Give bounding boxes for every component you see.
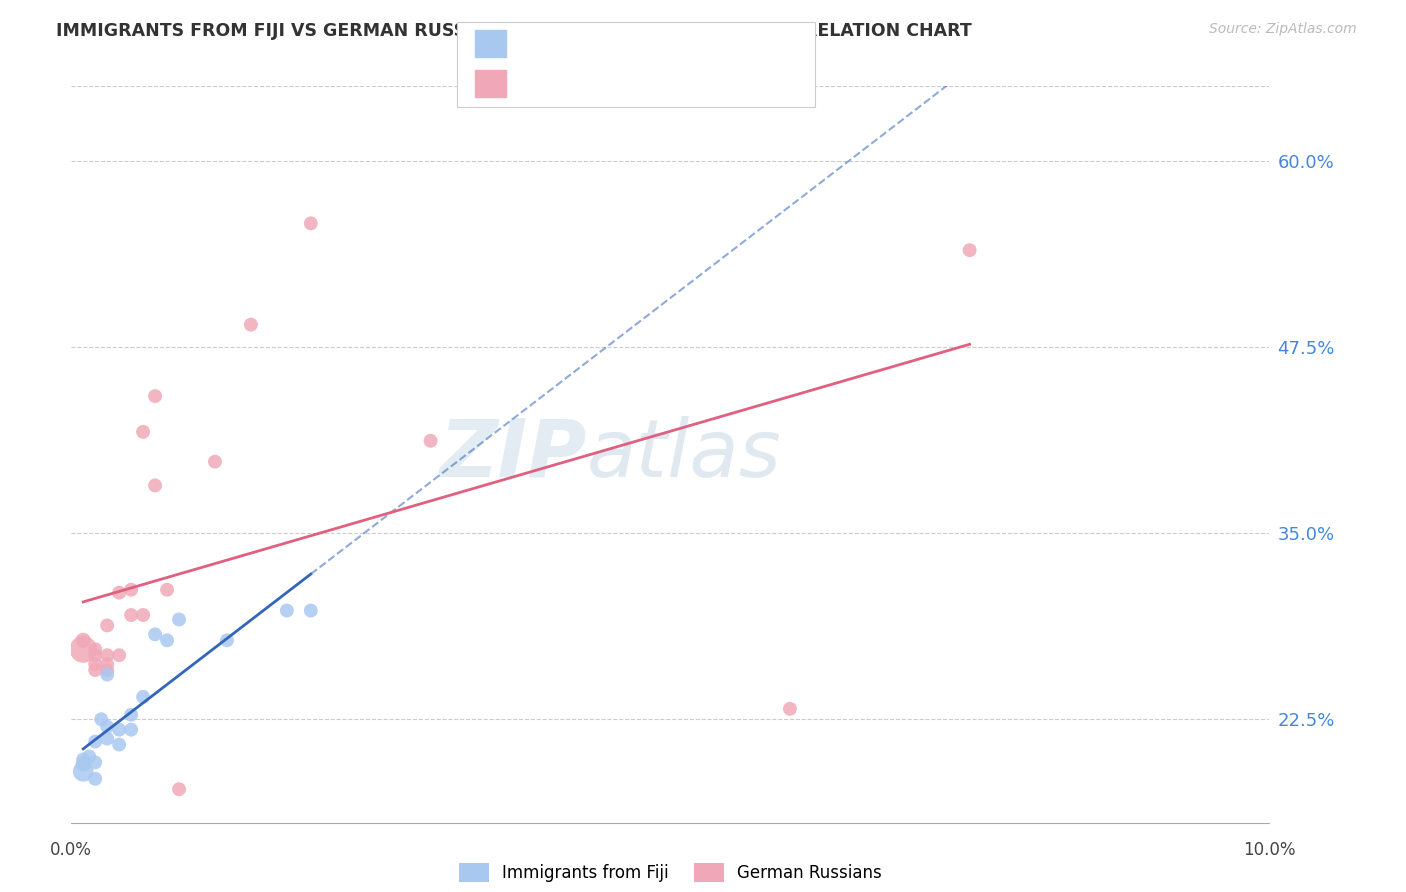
- Point: [72, 752, 94, 766]
- Text: 0.0%: 0.0%: [51, 841, 93, 859]
- Point: [108, 648, 131, 663]
- Point: [96, 648, 118, 663]
- Point: [120, 582, 142, 597]
- Point: [84, 657, 107, 672]
- Point: [167, 782, 190, 797]
- Point: [204, 455, 226, 469]
- Point: [239, 318, 262, 332]
- Point: [120, 607, 142, 622]
- Point: [72, 764, 94, 779]
- Point: [120, 723, 142, 737]
- Point: [84, 642, 107, 657]
- Point: [167, 612, 190, 626]
- Point: [84, 772, 107, 786]
- Point: [299, 603, 322, 617]
- Point: [84, 648, 107, 663]
- Point: [156, 582, 179, 597]
- Point: [132, 425, 155, 439]
- Point: [132, 607, 155, 622]
- Point: [72, 633, 94, 648]
- Legend: Immigrants from Fiji, German Russians: Immigrants from Fiji, German Russians: [451, 856, 889, 888]
- Point: [299, 216, 322, 230]
- Point: [419, 434, 441, 448]
- Point: [96, 731, 118, 746]
- Point: [72, 642, 94, 657]
- Point: [120, 707, 142, 722]
- Point: [108, 723, 131, 737]
- Point: [143, 389, 166, 403]
- Point: [959, 243, 981, 257]
- Point: [108, 738, 131, 752]
- Text: Source: ZipAtlas.com: Source: ZipAtlas.com: [1209, 22, 1357, 37]
- Text: 10.0%: 10.0%: [1243, 841, 1295, 859]
- Point: [108, 585, 131, 599]
- Text: ZIP: ZIP: [439, 416, 586, 494]
- Point: [84, 756, 107, 770]
- Point: [84, 663, 107, 677]
- Point: [156, 633, 179, 648]
- Point: [84, 734, 107, 748]
- Point: [77, 749, 100, 764]
- Point: [132, 690, 155, 704]
- Point: [779, 702, 801, 716]
- Point: [72, 756, 94, 771]
- Point: [143, 478, 166, 492]
- Point: [90, 712, 112, 726]
- Text: R = 0.199   N = 27: R = 0.199 N = 27: [517, 77, 688, 95]
- Point: [96, 657, 118, 672]
- Point: [96, 720, 118, 734]
- Text: R = 0.398   N = 22: R = 0.398 N = 22: [517, 37, 688, 55]
- Text: atlas: atlas: [586, 416, 782, 494]
- Point: [96, 667, 118, 681]
- Point: [276, 603, 298, 617]
- Text: IMMIGRANTS FROM FIJI VS GERMAN RUSSIAN SINGLE FEMALE POVERTY CORRELATION CHART: IMMIGRANTS FROM FIJI VS GERMAN RUSSIAN S…: [56, 22, 972, 40]
- Point: [96, 618, 118, 632]
- Point: [215, 633, 238, 648]
- Point: [96, 663, 118, 677]
- Point: [143, 627, 166, 641]
